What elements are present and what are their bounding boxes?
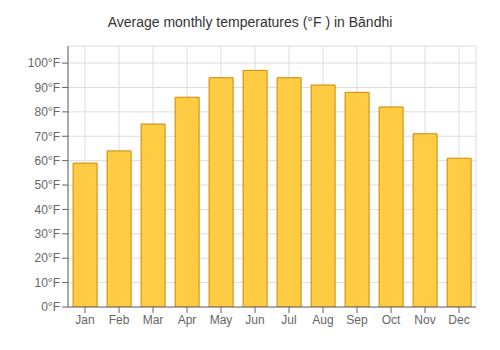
svg-text:Mar: Mar: [143, 313, 164, 327]
svg-text:May: May: [210, 313, 233, 327]
svg-text:Jun: Jun: [245, 313, 264, 327]
svg-text:60°F: 60°F: [35, 154, 60, 168]
svg-text:70°F: 70°F: [35, 130, 60, 144]
svg-text:Aug: Aug: [312, 313, 333, 327]
svg-text:Nov: Nov: [414, 313, 435, 327]
svg-text:100°F: 100°F: [28, 56, 60, 70]
svg-text:Jul: Jul: [281, 313, 296, 327]
svg-text:10°F: 10°F: [35, 276, 60, 290]
svg-text:Dec: Dec: [448, 313, 469, 327]
svg-text:Jan: Jan: [75, 313, 94, 327]
svg-text:30°F: 30°F: [35, 227, 60, 241]
svg-text:80°F: 80°F: [35, 105, 60, 119]
svg-text:0°F: 0°F: [41, 300, 60, 314]
svg-text:90°F: 90°F: [35, 81, 60, 95]
svg-text:Sep: Sep: [346, 313, 368, 327]
svg-text:40°F: 40°F: [35, 203, 60, 217]
html-text:Average monthly temperatures (: Average monthly temperatures (°F ) in Bā…: [107, 14, 393, 30]
svg-text:20°F: 20°F: [35, 251, 60, 265]
svg-text:Oct: Oct: [382, 313, 401, 327]
svg-text:50°F: 50°F: [35, 178, 60, 192]
svg-text:Feb: Feb: [109, 313, 130, 327]
svg-text:Apr: Apr: [178, 313, 197, 327]
